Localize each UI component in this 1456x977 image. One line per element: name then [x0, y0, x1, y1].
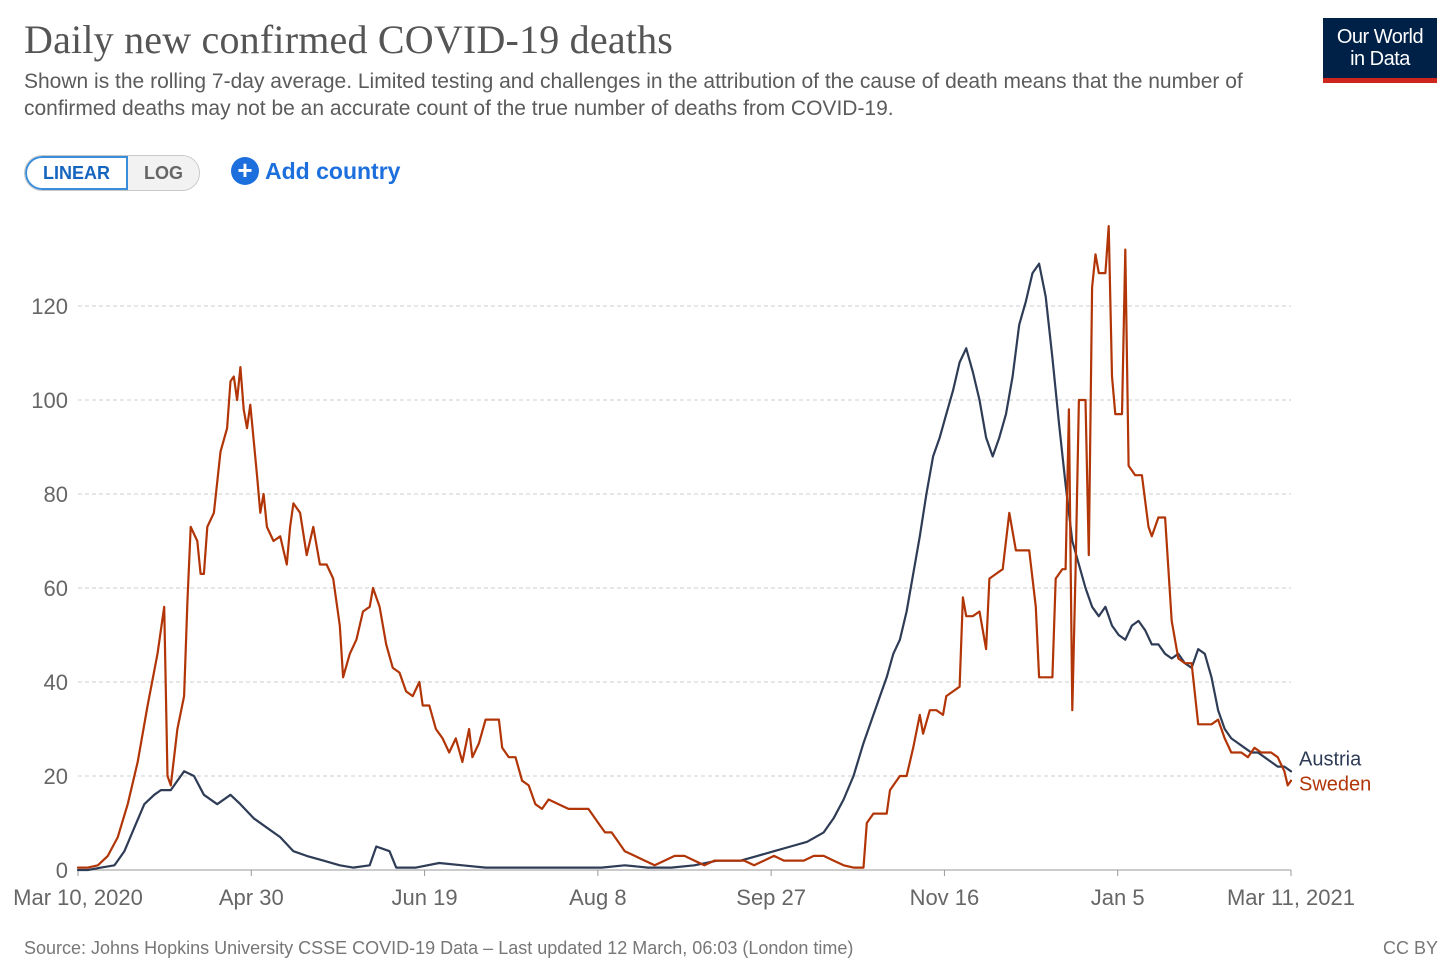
x-tick-label: Sep 27: [736, 885, 806, 910]
x-tick-label: Mar 11, 2021: [1227, 885, 1355, 910]
plus-circle-icon: +: [231, 157, 259, 185]
y-tick-label: 0: [56, 858, 68, 883]
series-line-sweden: [76, 225, 1293, 869]
scale-toggle: LINEAR LOG: [24, 155, 200, 191]
chart-subtitle: Shown is the rolling 7-day average. Limi…: [24, 70, 1243, 120]
x-tick-label: Apr 30: [219, 885, 284, 910]
x-tick-label: Jan 5: [1091, 885, 1145, 910]
y-tick-label: 80: [44, 482, 68, 507]
add-country-label: Add country: [265, 157, 401, 184]
linear-scale-button[interactable]: LINEAR: [25, 156, 128, 190]
chart-title: Daily new confirmed COVID-19 deaths: [24, 17, 674, 62]
logo-line-1: Our World: [1336, 26, 1424, 48]
x-tick-label: Aug 8: [569, 885, 627, 910]
y-tick-label: 120: [31, 294, 68, 319]
add-country-button[interactable]: + Add country: [231, 155, 400, 187]
line-chart: 0 20 40 60 80 100 120 Mar 10, 2020 Apr 30 Jun 19 A…: [13, 225, 1371, 910]
log-scale-button[interactable]: LOG: [128, 156, 199, 190]
owid-logo[interactable]: Our World in Data: [1323, 18, 1437, 83]
y-tick-label: 40: [44, 670, 68, 695]
y-tick-label: 100: [31, 388, 68, 413]
x-tick-label: Nov 16: [910, 885, 980, 910]
license-link[interactable]: CC BY: [1382, 938, 1438, 958]
source-note[interactable]: Source: Johns Hopkins University CSSE CO…: [24, 938, 854, 958]
series-label-austria: Austria: [1299, 748, 1362, 770]
y-tick-label: 20: [44, 764, 68, 789]
logo-line-2: in Data: [1350, 48, 1410, 70]
x-tick-label: Jun 19: [392, 885, 458, 910]
series-line-austria: [76, 262, 1293, 872]
series-label-sweden: Sweden: [1299, 773, 1371, 795]
x-tick-label: Mar 10, 2020: [13, 885, 143, 910]
y-tick-label: 60: [44, 576, 68, 601]
